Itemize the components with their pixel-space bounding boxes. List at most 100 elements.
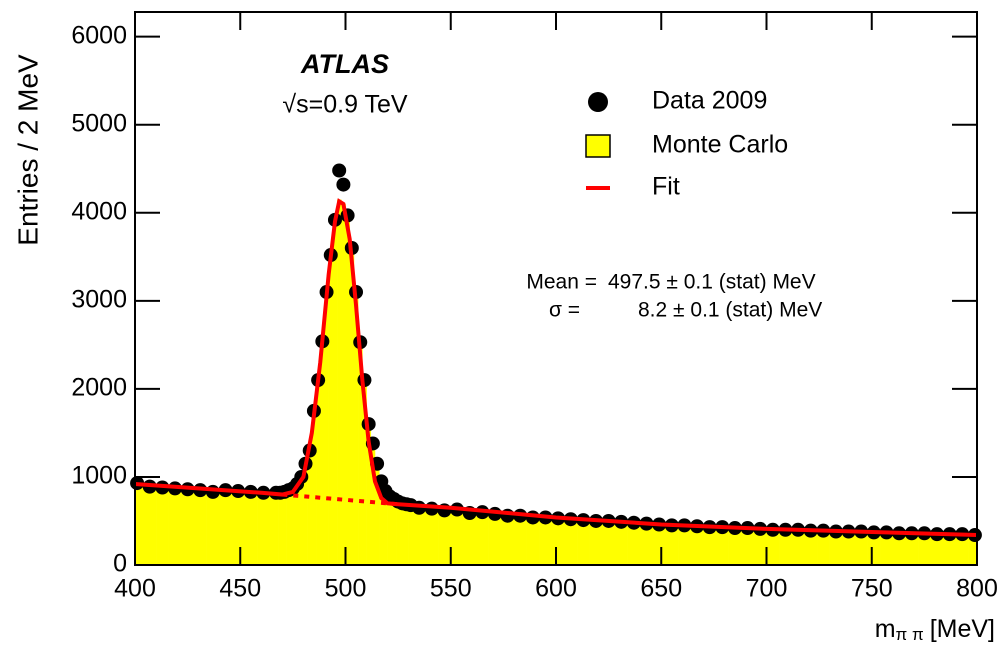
mc-bar bbox=[143, 486, 157, 565]
mc-bar bbox=[779, 530, 793, 565]
mc-bar bbox=[282, 492, 287, 565]
y-tick-label: 5000 bbox=[71, 109, 127, 137]
mc-bar bbox=[703, 527, 717, 565]
mean-value: 497.5 ± 0.1 (stat) MeV bbox=[608, 271, 816, 294]
y-tick-label: 6000 bbox=[71, 21, 127, 49]
mc-bar bbox=[332, 225, 338, 565]
mc-bar bbox=[193, 491, 207, 565]
mc-bar bbox=[854, 532, 868, 565]
mc-bar bbox=[294, 485, 300, 565]
mc-bar bbox=[379, 482, 384, 565]
x-label-main: m bbox=[875, 615, 896, 643]
mc-bar bbox=[551, 519, 565, 565]
mc-bar bbox=[299, 478, 304, 565]
mc-bar bbox=[652, 524, 666, 565]
mc-bar bbox=[728, 528, 742, 565]
mc-bar bbox=[905, 533, 919, 565]
data-point bbox=[332, 163, 347, 178]
mc-bar bbox=[955, 535, 969, 565]
x-label-sub: π π bbox=[896, 625, 924, 644]
mc-bar bbox=[766, 529, 780, 565]
mc-bar bbox=[564, 520, 578, 565]
mc-bar bbox=[374, 465, 380, 565]
mc-bar bbox=[488, 514, 502, 565]
mc-bar bbox=[244, 492, 258, 565]
mc-bar bbox=[269, 493, 279, 565]
x-tick-label: 750 bbox=[851, 575, 893, 603]
legend-label: Data 2009 bbox=[652, 87, 767, 115]
mc-bar bbox=[156, 488, 169, 565]
mc-bar bbox=[968, 535, 978, 565]
mc-bar bbox=[842, 531, 856, 565]
mc-bar bbox=[678, 526, 692, 565]
mc-bar bbox=[383, 491, 388, 565]
mean-label: Mean = bbox=[526, 271, 597, 294]
mc-bar bbox=[425, 509, 439, 565]
fit-line bbox=[134, 198, 978, 538]
x-label-unit: [MeV] bbox=[930, 615, 995, 643]
x-tick-label: 400 bbox=[114, 575, 156, 603]
mc-bar bbox=[715, 527, 729, 565]
data-point bbox=[336, 177, 351, 192]
mc-bar bbox=[341, 203, 346, 565]
mc-bar bbox=[358, 344, 363, 565]
x-tick-label: 450 bbox=[219, 575, 261, 603]
mc-bar bbox=[414, 507, 426, 565]
mc-bar bbox=[353, 296, 359, 565]
y-tick-label: 0 bbox=[113, 550, 127, 578]
mc-bar bbox=[345, 221, 351, 566]
mc-bar bbox=[476, 513, 489, 565]
mc-bar bbox=[135, 484, 144, 565]
x-tick-label: 800 bbox=[956, 575, 998, 603]
mc-bar bbox=[892, 533, 906, 565]
mc-bar bbox=[219, 491, 233, 565]
experiment-label: ATLAS bbox=[300, 49, 389, 79]
mc-bar bbox=[303, 466, 308, 565]
mc-bar bbox=[231, 491, 245, 565]
mc-bar bbox=[396, 502, 401, 565]
mc-bar bbox=[366, 424, 372, 565]
mc-bar bbox=[539, 518, 553, 565]
y-tick-label: 2000 bbox=[71, 373, 127, 401]
mc-bar bbox=[640, 524, 654, 565]
mc-bar bbox=[290, 489, 296, 565]
mc-bar bbox=[316, 381, 321, 565]
mc-bar bbox=[513, 516, 527, 565]
mc-bar bbox=[463, 513, 477, 565]
plot-area bbox=[130, 163, 982, 566]
mc-bar bbox=[400, 504, 405, 565]
mc-bar bbox=[627, 523, 641, 565]
mc-bar bbox=[817, 531, 830, 565]
mc-bar bbox=[206, 491, 220, 565]
mc-bar bbox=[391, 499, 397, 565]
mc-bar bbox=[328, 261, 334, 565]
mc-bar bbox=[450, 511, 464, 565]
mc-bar bbox=[829, 531, 843, 565]
sigma-label: σ = bbox=[549, 299, 580, 322]
legend-label: Monte Carlo bbox=[652, 131, 788, 159]
mc-bar bbox=[501, 515, 515, 565]
mc-bar bbox=[614, 522, 628, 565]
x-tick-label: 650 bbox=[640, 575, 682, 603]
y-tick-label: 3000 bbox=[71, 285, 127, 313]
mc-bar bbox=[589, 521, 603, 565]
mc-bar bbox=[286, 491, 292, 565]
mc-bar bbox=[324, 296, 329, 565]
mc-bar bbox=[320, 344, 325, 565]
x-tick-label: 600 bbox=[535, 575, 577, 603]
mc-bar bbox=[168, 489, 182, 565]
mc-bar bbox=[181, 490, 195, 565]
y-axis-label: Entries / 2 MeV bbox=[12, 54, 43, 246]
mc-bar bbox=[918, 534, 931, 565]
mc-bar bbox=[307, 450, 313, 565]
mc-bar bbox=[349, 252, 355, 566]
x-tick-label: 550 bbox=[430, 575, 472, 603]
mc-bar bbox=[370, 446, 376, 565]
x-tick-label: 700 bbox=[746, 575, 788, 603]
mc-bar bbox=[577, 520, 590, 565]
mc-bar bbox=[602, 521, 616, 565]
mc-bar bbox=[438, 510, 452, 565]
mc-bar bbox=[741, 528, 755, 565]
data-point bbox=[205, 484, 220, 499]
